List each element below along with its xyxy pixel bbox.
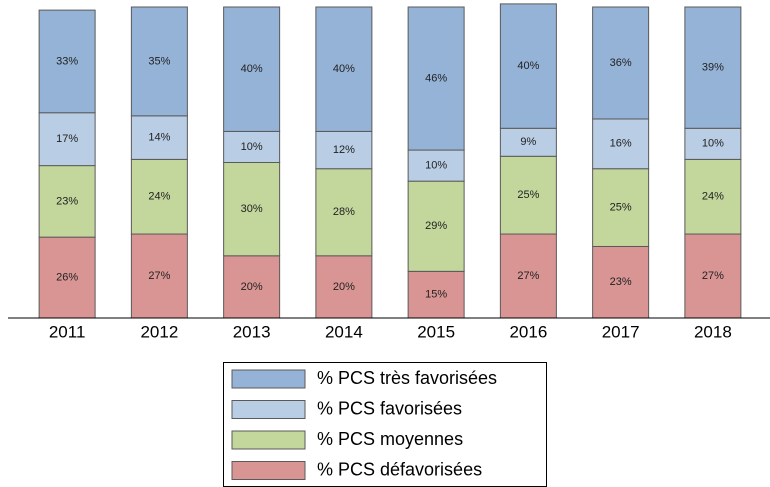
bar-segment [592,245,650,319]
data-label: 24% [148,191,170,203]
data-label: 36% [610,57,632,69]
data-label: 20% [333,281,355,293]
bar-segment [684,233,742,319]
data-label: 24% [702,191,724,203]
data-label: 10% [425,160,447,172]
data-label: 25% [610,202,632,214]
x-tick-label: 2012 [140,322,178,341]
data-label: 10% [702,138,724,150]
data-label: 28% [333,206,355,218]
data-label: 35% [148,55,170,67]
legend-swatch [231,369,306,389]
legend-swatch [231,400,306,419]
x-tick-label: 2013 [233,322,271,341]
bar-segment [499,155,557,235]
data-label: 25% [517,189,539,201]
data-label: 12% [333,144,355,156]
data-label: 29% [425,220,447,232]
legend-swatch [231,461,306,480]
bar-segment [130,6,188,117]
bar-segment [130,158,188,235]
legend-label: % PCS très favorisées [317,368,497,388]
data-label: 40% [517,60,539,72]
legend-label: % PCS moyennes [317,429,463,449]
data-label: 33% [56,55,78,67]
bar-segment [223,255,281,319]
bar-segment [315,130,373,170]
bar-segment [223,6,281,132]
bar-segment [499,127,557,157]
data-label: 14% [148,132,170,144]
bar-segment [407,149,465,182]
bar-segment [407,270,465,319]
bar-segment [38,9,96,114]
x-tick-label: 2016 [509,322,547,341]
data-label: 30% [241,203,263,215]
data-label: 16% [610,138,632,150]
x-tick-label: 2017 [602,322,640,341]
bar-segment [315,6,373,132]
bar-segment [130,115,188,160]
data-label: 39% [702,62,724,74]
bar-segment [223,130,281,163]
data-label: 40% [333,63,355,75]
bar-segment [407,6,465,151]
bar-segment [592,118,650,170]
bar-segment [684,6,742,129]
data-label: 40% [241,63,263,75]
data-label: 27% [702,270,724,282]
bar-segment [592,6,650,120]
bar-segment [499,3,557,129]
data-label: 46% [425,72,447,84]
bar-segment [223,162,281,257]
bar-segment [684,127,742,160]
legend-swatch [231,430,306,450]
legend-label: % PCS favorisées [317,398,462,418]
legend-label: % PCS défavorisées [317,459,482,479]
data-label: 17% [56,133,78,145]
data-label: 27% [148,270,170,282]
data-label: 26% [56,271,78,283]
x-tick-label: 2011 [49,322,86,341]
bar-segment [592,168,650,247]
data-label: 9% [520,136,536,148]
bar-segment [38,112,96,167]
x-tick-label: 2014 [325,322,363,341]
data-label: 10% [241,141,263,153]
x-tick-label: 2015 [417,322,455,341]
data-label: 23% [56,195,78,207]
bar-segment [130,233,188,319]
bar-segment [315,168,373,257]
x-tick-label: 2018 [694,322,732,341]
bar-segment [407,180,465,272]
bar-segment [38,236,96,319]
data-label: 15% [425,289,447,301]
data-label: 23% [610,276,632,288]
data-label: 27% [517,270,539,282]
data-label: 20% [241,281,263,293]
